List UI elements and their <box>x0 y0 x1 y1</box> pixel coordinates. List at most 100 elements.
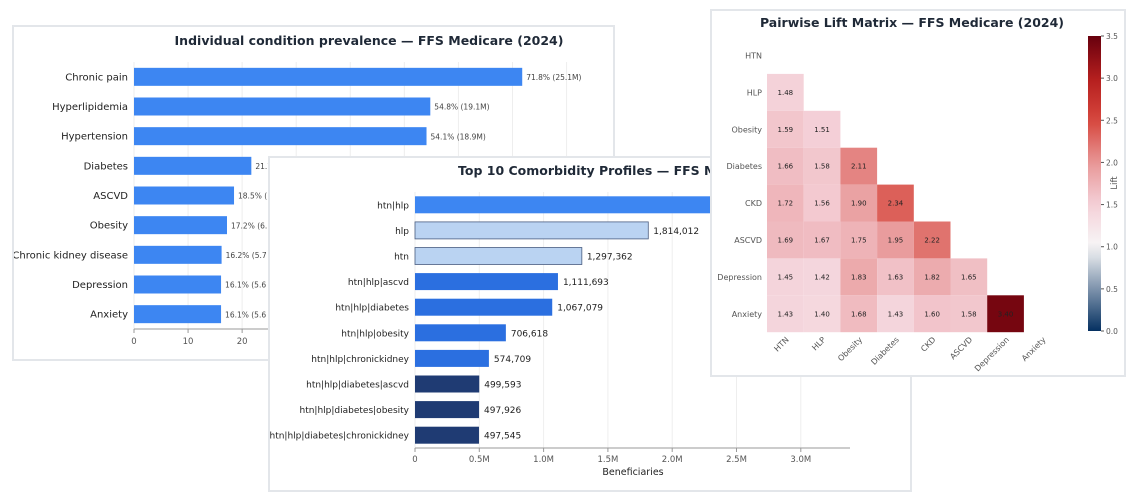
category-label: Diabetes <box>84 161 128 172</box>
lift-matrix-chart: Pairwise Lift Matrix — FFS Medicare (202… <box>717 15 1120 373</box>
bar <box>415 349 489 367</box>
data-label: 71.8% (25.1M) <box>526 73 581 82</box>
category-label: htn|hlp|diabetes <box>335 304 409 314</box>
category-label: hlp <box>395 227 409 237</box>
category-label: htn|hlp|diabetes|chronickidney <box>270 432 410 442</box>
lift-matrix-panel: Pairwise Lift Matrix — FFS Medicare (202… <box>710 9 1126 377</box>
cell-value: 1.58 <box>814 163 830 171</box>
data-label: 1,814,012 <box>653 227 699 237</box>
data-label: 54.8% (19.1M) <box>434 103 489 112</box>
heatmap-cell <box>877 221 914 259</box>
x-tick-label: 0 <box>412 455 417 465</box>
heatmap-cell <box>767 221 804 259</box>
category-label: Anxiety <box>90 310 128 321</box>
bar <box>415 324 506 342</box>
data-label: 16.2% (5.7 <box>226 251 267 260</box>
cell-value: 1.48 <box>778 89 794 97</box>
bar <box>415 426 479 444</box>
heatmap-cell <box>803 110 841 148</box>
bar <box>415 298 553 316</box>
column-label: HLP <box>810 335 827 352</box>
cell-value: 1.59 <box>778 126 794 134</box>
colorbar-tick-label: 0.0 <box>1106 327 1118 336</box>
cell-value: 1.90 <box>851 200 867 208</box>
row-label: Diabetes <box>726 162 762 171</box>
cell-value: 1.58 <box>961 310 977 318</box>
bar <box>134 275 222 294</box>
data-label: 499,593 <box>484 381 521 391</box>
data-label: 706,618 <box>511 329 548 339</box>
bar <box>134 127 427 146</box>
x-tick-label: 3.0M <box>790 455 811 465</box>
cell-value: 1.56 <box>814 200 830 208</box>
x-axis-label: Beneficiaries <box>602 467 663 478</box>
row-label: Anxiety <box>732 310 763 319</box>
cell-value: 1.75 <box>851 236 867 244</box>
category-label: htn <box>394 253 409 263</box>
bar <box>134 67 523 86</box>
column-label: ASCVD <box>948 335 974 361</box>
heatmap-cell <box>767 184 804 222</box>
x-tick-label: 20 <box>237 337 248 347</box>
row-label: ASCVD <box>734 236 762 245</box>
cell-value: 2.11 <box>851 163 867 171</box>
colorbar-tick-label: 2.5 <box>1106 116 1118 125</box>
data-label: 54.1% (18.9M) <box>431 132 486 141</box>
row-label: HTN <box>745 51 762 60</box>
heatmap-cell <box>767 295 804 333</box>
colorbar <box>1088 36 1101 331</box>
heatmap-cell <box>767 110 804 148</box>
heatmap-cell <box>803 147 841 185</box>
heatmap-cell <box>767 73 804 111</box>
heatmap-cell <box>803 258 841 296</box>
heatmap-cell <box>877 258 914 296</box>
colorbar-tick-label: 3.0 <box>1106 74 1118 83</box>
colorbar-tick-label: 2.0 <box>1106 158 1118 167</box>
row-label: HLP <box>747 88 762 97</box>
heatmap-cell <box>913 258 951 296</box>
heatmap-cell <box>803 295 841 333</box>
cell-value: 1.45 <box>778 273 794 281</box>
column-label: Depression <box>973 335 1011 373</box>
column-label: Diabetes <box>869 335 900 366</box>
category-label: ASCVD <box>93 191 128 202</box>
bar <box>134 216 227 235</box>
x-tick-label: 10 <box>183 337 194 347</box>
category-label: htn|hlp|ascvd <box>348 278 409 288</box>
colorbar-tick-label: 3.5 <box>1106 32 1118 41</box>
bar <box>414 247 583 265</box>
data-label: 17.2% (6. <box>231 221 267 230</box>
cell-value: 1.65 <box>961 273 977 281</box>
data-label: 1,067,079 <box>557 304 603 314</box>
heatmap-cell <box>803 184 841 222</box>
cell-value: 1.83 <box>851 273 867 281</box>
cell-value: 1.51 <box>814 126 830 134</box>
x-tick-label: 2.5M <box>726 455 747 465</box>
cell-value: 1.43 <box>888 310 904 318</box>
category-label: htn|hlp|chronickidney <box>311 355 409 365</box>
heatmap-cell <box>767 147 804 185</box>
column-label: Anxiety <box>1020 335 1048 363</box>
category-label: Depression <box>72 280 128 291</box>
cell-value: 1.82 <box>924 273 940 281</box>
data-label: 16.1% (5.6 <box>225 310 266 319</box>
data-label: 1,111,693 <box>563 278 609 288</box>
cell-value: 1.40 <box>814 310 830 318</box>
column-label: HTN <box>772 335 790 353</box>
data-label: 497,926 <box>484 406 521 416</box>
data-label: 497,545 <box>484 432 521 442</box>
category-label: Chronic pain <box>65 72 128 83</box>
bar <box>415 273 558 291</box>
cell-value: 1.43 <box>778 310 794 318</box>
x-tick-label: 0.5M <box>469 455 490 465</box>
chart-title: Pairwise Lift Matrix — FFS Medicare (202… <box>760 15 1064 30</box>
heatmap-cell <box>913 295 951 333</box>
bar <box>134 156 252 175</box>
category-label: Hyperlipidemia <box>52 102 128 113</box>
heatmap-cell <box>913 221 951 259</box>
data-label: 18.5% ( <box>238 192 267 201</box>
heatmap-cell <box>877 295 914 333</box>
cell-value: 1.42 <box>814 273 830 281</box>
cell-value: 1.72 <box>778 200 794 208</box>
bar <box>134 305 222 324</box>
